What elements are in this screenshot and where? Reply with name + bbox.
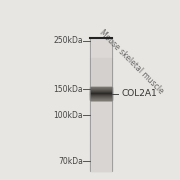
- Bar: [90, 91, 112, 92]
- Bar: [90, 60, 112, 62]
- Bar: [90, 73, 112, 76]
- Bar: [90, 133, 112, 136]
- Bar: [90, 47, 112, 49]
- Bar: [90, 111, 112, 113]
- Bar: [90, 69, 112, 71]
- Bar: [90, 107, 112, 109]
- Text: Mouse skeletal muscle: Mouse skeletal muscle: [98, 28, 165, 95]
- Bar: [90, 109, 112, 111]
- Bar: [90, 95, 112, 96]
- Bar: [90, 89, 112, 90]
- Bar: [90, 113, 112, 116]
- Bar: [90, 153, 112, 156]
- Bar: [90, 102, 112, 104]
- Bar: [90, 62, 112, 64]
- Bar: [90, 38, 112, 171]
- Bar: [90, 166, 112, 169]
- Bar: [90, 87, 112, 88]
- Text: 250kDa: 250kDa: [53, 36, 83, 45]
- Bar: [90, 84, 112, 87]
- Bar: [90, 64, 112, 67]
- Bar: [90, 82, 112, 84]
- Bar: [90, 127, 112, 129]
- Bar: [90, 144, 112, 147]
- Bar: [90, 151, 112, 153]
- Bar: [90, 91, 112, 93]
- Bar: [90, 92, 112, 93]
- Bar: [90, 140, 112, 142]
- Bar: [90, 124, 112, 127]
- Bar: [90, 94, 112, 95]
- Bar: [90, 104, 112, 107]
- Bar: [90, 122, 112, 124]
- Bar: [90, 78, 112, 80]
- Bar: [90, 53, 112, 56]
- Bar: [90, 98, 112, 99]
- Bar: [90, 51, 112, 53]
- Text: COL2A1: COL2A1: [121, 89, 157, 98]
- Bar: [90, 49, 112, 51]
- Text: 70kDa: 70kDa: [58, 157, 83, 166]
- Bar: [90, 100, 112, 102]
- Bar: [90, 131, 112, 133]
- Bar: [90, 160, 112, 162]
- Bar: [90, 58, 112, 60]
- Bar: [90, 88, 112, 89]
- Bar: [90, 136, 112, 138]
- Bar: [90, 142, 112, 144]
- Bar: [90, 76, 112, 78]
- Bar: [90, 56, 112, 58]
- Bar: [90, 118, 112, 120]
- Bar: [90, 116, 112, 118]
- Bar: [90, 169, 112, 171]
- Bar: [90, 149, 112, 151]
- Bar: [90, 71, 112, 73]
- Bar: [90, 96, 112, 98]
- Text: 100kDa: 100kDa: [53, 111, 83, 120]
- Bar: [90, 164, 112, 166]
- Bar: [90, 90, 112, 91]
- Bar: [90, 67, 112, 69]
- Bar: [90, 87, 112, 89]
- Bar: [90, 80, 112, 82]
- Bar: [90, 97, 112, 98]
- Bar: [90, 93, 112, 96]
- Bar: [90, 147, 112, 149]
- Bar: [90, 99, 112, 100]
- Bar: [90, 120, 112, 122]
- Bar: [90, 42, 112, 44]
- Bar: [90, 162, 112, 164]
- Bar: [90, 96, 112, 97]
- Bar: [90, 40, 112, 42]
- Bar: [90, 156, 112, 158]
- Bar: [90, 129, 112, 131]
- Bar: [90, 98, 112, 100]
- Bar: [90, 138, 112, 140]
- Bar: [90, 158, 112, 160]
- Bar: [90, 44, 112, 47]
- Text: 150kDa: 150kDa: [53, 85, 83, 94]
- Bar: [90, 93, 112, 94]
- Bar: [90, 89, 112, 91]
- Bar: [90, 38, 112, 40]
